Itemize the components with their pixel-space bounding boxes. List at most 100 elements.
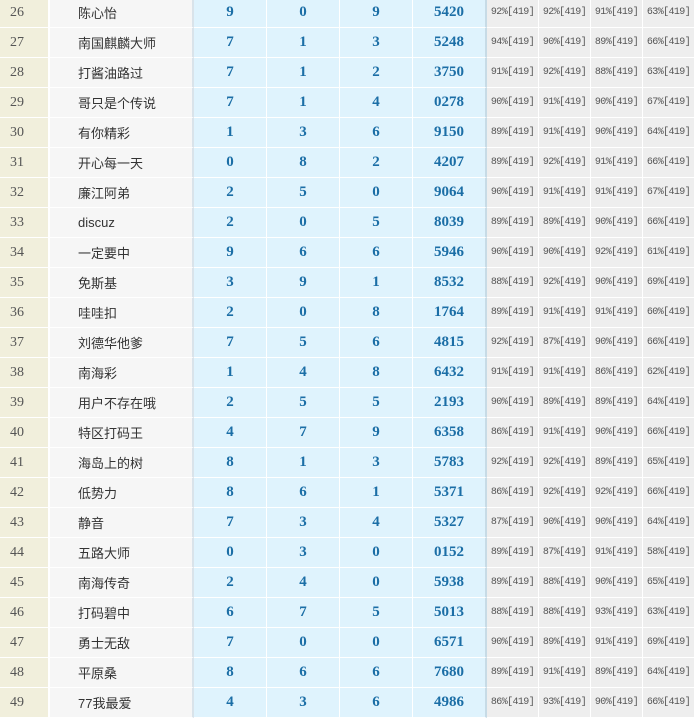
username-cell: 南国麒麟大师 [50, 28, 194, 58]
username-cell: 静音 [50, 508, 194, 538]
digit-cell: 4 [340, 88, 413, 118]
rank-cell: 31 [0, 148, 50, 178]
percentage-cell: 69%[419] [643, 268, 694, 298]
rank-cell: 45 [0, 568, 50, 598]
percentage-cell: 67%[419] [643, 88, 694, 118]
percentage-cell: 91%[419] [539, 88, 591, 118]
percentage-cell: 89%[419] [487, 658, 539, 688]
digit-cell: 0 [340, 538, 413, 568]
percentage-cell: 88%[419] [539, 568, 591, 598]
rank-cell: 37 [0, 328, 50, 358]
rank-cell: 33 [0, 208, 50, 238]
rank-cell: 39 [0, 388, 50, 418]
digit-cell: 5 [340, 388, 413, 418]
username-cell: 海岛上的树 [50, 448, 194, 478]
percentage-cell: 92%[419] [539, 268, 591, 298]
digit-cell: 9 [194, 0, 267, 28]
percentage-cell: 93%[419] [591, 598, 643, 628]
percentage-cell: 64%[419] [643, 388, 694, 418]
code-cell: 9150 [413, 118, 487, 148]
digit-cell: 0 [267, 208, 340, 238]
username-cell: 刘德华他爹 [50, 328, 194, 358]
rank-cell: 32 [0, 178, 50, 208]
digit-cell: 8 [267, 148, 340, 178]
percentage-cell: 66%[419] [643, 28, 694, 58]
percentage-cell: 92%[419] [539, 448, 591, 478]
percentage-cell: 91%[419] [487, 358, 539, 388]
digit-cell: 1 [194, 358, 267, 388]
code-cell: 5248 [413, 28, 487, 58]
percentage-cell: 90%[419] [487, 178, 539, 208]
percentage-cell: 63%[419] [643, 0, 694, 28]
table-row: 27 南国麒麟大师 7 1 3 5248 94%[419] 90%[419] 89%[419] 6… [0, 28, 694, 58]
rank-cell: 43 [0, 508, 50, 538]
percentage-cell: 91%[419] [539, 118, 591, 148]
percentage-cell: 90%[419] [487, 88, 539, 118]
percentage-cell: 90%[419] [591, 118, 643, 148]
code-cell: 2193 [413, 388, 487, 418]
digit-cell: 1 [267, 58, 340, 88]
percentage-cell: 91%[419] [591, 0, 643, 28]
table-row: 39 用户不存在哦 2 5 5 2193 90%[419] 89%[419] 89%[419] 6… [0, 388, 694, 418]
digit-cell: 0 [340, 568, 413, 598]
digit-cell: 4 [267, 568, 340, 598]
username-cell: 南海传奇 [50, 568, 194, 598]
percentage-cell: 92%[419] [487, 0, 539, 28]
table-row: 33 discuz 2 0 5 8039 89%[419] 89%[419] 90%[419] 6… [0, 208, 694, 238]
code-cell: 5783 [413, 448, 487, 478]
table-row: 41 海岛上的树 8 1 3 5783 92%[419] 92%[419] 89%[419] 65… [0, 448, 694, 478]
digit-cell: 7 [194, 28, 267, 58]
rank-cell: 35 [0, 268, 50, 298]
digit-cell: 6 [340, 658, 413, 688]
table-row: 29 哥只是个传说 7 1 4 0278 90%[419] 91%[419] 90%[419] 6… [0, 88, 694, 118]
percentage-cell: 90%[419] [487, 628, 539, 658]
percentage-cell: 88%[419] [591, 58, 643, 88]
percentage-cell: 90%[419] [539, 238, 591, 268]
rank-cell: 26 [0, 0, 50, 28]
digit-cell: 6 [340, 238, 413, 268]
digit-cell: 2 [340, 148, 413, 178]
percentage-cell: 90%[419] [539, 28, 591, 58]
code-cell: 5938 [413, 568, 487, 598]
percentage-cell: 90%[419] [591, 88, 643, 118]
percentage-cell: 92%[419] [539, 148, 591, 178]
username-cell: 陈心怡 [50, 0, 194, 28]
digit-cell: 5 [340, 208, 413, 238]
percentage-cell: 65%[419] [643, 568, 694, 598]
digit-cell: 3 [267, 688, 340, 718]
digit-cell: 1 [340, 268, 413, 298]
percentage-cell: 64%[419] [643, 658, 694, 688]
percentage-cell: 89%[419] [539, 208, 591, 238]
rank-cell: 38 [0, 358, 50, 388]
digit-cell: 6 [267, 238, 340, 268]
table-row: 44 五路大师 0 3 0 0152 89%[419] 87%[419] 91%[419] 58%… [0, 538, 694, 568]
code-cell: 0152 [413, 538, 487, 568]
digit-cell: 2 [194, 178, 267, 208]
table-row: 36 哇哇扣 2 0 8 1764 89%[419] 91%[419] 91%[419] 60%[… [0, 298, 694, 328]
percentage-cell: 91%[419] [487, 58, 539, 88]
percentage-cell: 91%[419] [591, 148, 643, 178]
username-cell: 有你精彩 [50, 118, 194, 148]
code-cell: 5371 [413, 478, 487, 508]
percentage-cell: 89%[419] [591, 28, 643, 58]
percentage-cell: 69%[419] [643, 628, 694, 658]
code-cell: 3750 [413, 58, 487, 88]
percentage-cell: 86%[419] [487, 688, 539, 718]
digit-cell: 6 [267, 478, 340, 508]
rank-cell: 44 [0, 538, 50, 568]
percentage-cell: 91%[419] [539, 658, 591, 688]
table-row: 30 有你精彩 1 3 6 9150 89%[419] 91%[419] 90%[419] 64%… [0, 118, 694, 148]
percentage-cell: 67%[419] [643, 178, 694, 208]
digit-cell: 8 [340, 358, 413, 388]
digit-cell: 6 [267, 658, 340, 688]
percentage-cell: 89%[419] [539, 628, 591, 658]
code-cell: 4986 [413, 688, 487, 718]
digit-cell: 3 [267, 118, 340, 148]
percentage-cell: 90%[419] [591, 418, 643, 448]
code-cell: 5420 [413, 0, 487, 28]
code-cell: 4207 [413, 148, 487, 178]
digit-cell: 1 [267, 88, 340, 118]
percentage-cell: 92%[419] [591, 238, 643, 268]
digit-cell: 6 [340, 328, 413, 358]
